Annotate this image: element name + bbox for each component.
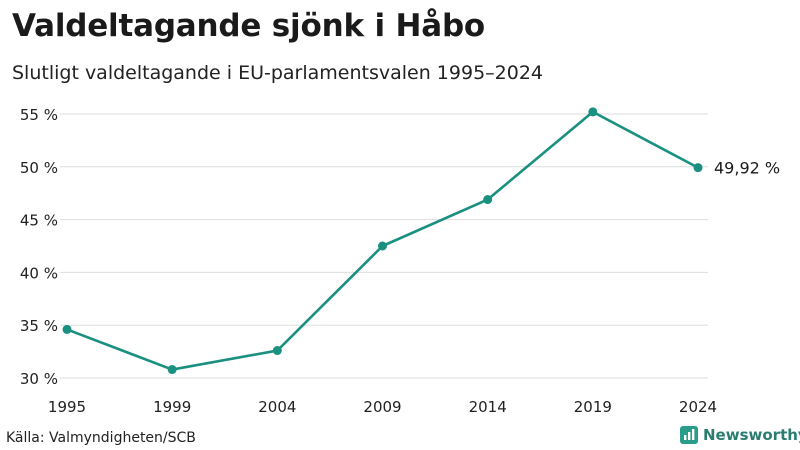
series-line: [66, 110, 699, 371]
y-tick-label: 55 %: [20, 106, 58, 124]
chart-title: Valdeltagande sjönk i Håbo: [12, 8, 486, 44]
chart-subtitle: Slutligt valdeltagande i EU-parlamentsva…: [12, 62, 544, 84]
x-tick-label: 2004: [258, 398, 296, 416]
brand-name: Newsworthy: [703, 426, 800, 444]
data-point: [167, 365, 177, 375]
data-point: [588, 107, 598, 117]
data-point: [693, 163, 703, 173]
y-tick-label: 45 %: [20, 212, 58, 230]
y-tick-label: 50 %: [20, 159, 58, 177]
data-point: [62, 324, 72, 334]
data-point: [378, 241, 387, 251]
source-note: Källa: Valmyndigheten/SCB: [6, 430, 196, 446]
x-tick-label: 1999: [153, 398, 191, 416]
x-tick-label: 1995: [48, 398, 86, 416]
y-tick-label: 35 %: [20, 317, 58, 335]
bar-chart-icon: [680, 426, 698, 444]
data-point: [483, 195, 493, 205]
x-tick-label: 2009: [363, 398, 401, 416]
x-tick-label: 2024: [679, 398, 717, 416]
y-tick-label: 40 %: [20, 264, 58, 282]
end-value-label: 49,92 %: [714, 159, 780, 178]
x-tick-label: 2014: [469, 398, 507, 416]
brand-logo: Newsworthy: [680, 426, 800, 444]
y-tick-label: 30 %: [20, 370, 58, 388]
x-tick-label: 2019: [574, 398, 612, 416]
data-point: [272, 346, 282, 356]
